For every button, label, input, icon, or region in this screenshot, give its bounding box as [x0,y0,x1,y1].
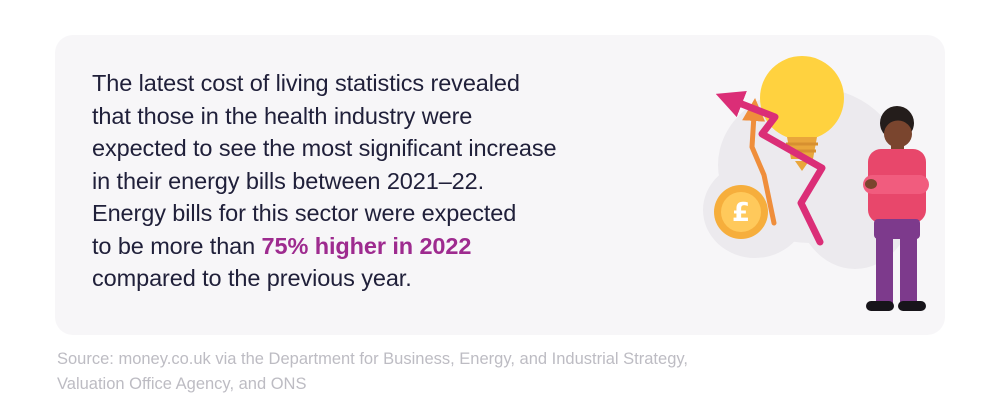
person-left-shoe [866,301,894,311]
paragraph-line: Energy bills for this sector were expect… [92,200,517,226]
pound-symbol: £ [732,198,750,228]
person-left-leg [876,233,893,303]
stat-card: The latest cost of living statistics rev… [55,35,945,335]
zigzag-arrow-icon [715,91,826,246]
person-figure [863,106,929,311]
person-right-shoe [898,301,926,311]
growth-arrow-icon [742,98,777,226]
person-right-leg [900,233,917,303]
stat-paragraph: The latest cost of living statistics rev… [92,67,557,295]
person-head [884,120,912,148]
source-line: Valuation Office Agency, and ONS [57,375,307,393]
paragraph-line: compared to the previous year. [92,265,412,291]
paragraph-line: in their energy bills between 2021–22. [92,167,485,194]
paragraph-line: The latest cost of living statistics rev… [92,70,520,96]
paragraph-line: to be more than 75% higher in 2022 [92,232,472,259]
person-hand [865,179,877,189]
person-crossed-arms [863,175,929,194]
illustration: £ [703,56,929,311]
source-attribution: Source: money.co.uk via the Department f… [57,347,688,397]
highlight-stat: 75% higher in 2022 [261,232,472,259]
pound-coin-icon: £ [714,185,768,239]
source-line: Source: money.co.uk via the Department f… [57,350,688,368]
paragraph-line: that those in the health industry were [92,102,473,129]
paragraph-line: expected to see the most significant inc… [92,135,557,161]
